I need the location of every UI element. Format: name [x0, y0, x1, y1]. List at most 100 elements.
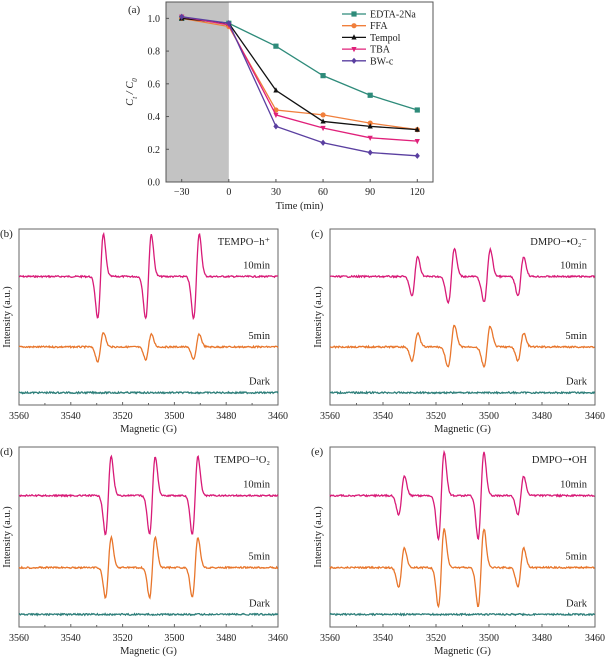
y-axis-label: Intensity (a.u.)	[2, 506, 13, 568]
x-tick-label: 3460	[268, 633, 288, 644]
legend-entry: FFA	[342, 21, 388, 32]
panel-c: (c) 3560 3540 3520 3500 3480 3460 Magnetic (G) I…	[311, 228, 605, 435]
panel-label: (d)	[0, 446, 13, 458]
legend-marker	[351, 57, 357, 64]
data-point	[414, 107, 420, 113]
panel-b: (b) 3560 3540 3520 3500 3480 3460 Magnetic (G) I…	[0, 228, 288, 435]
legend-label: Tempol	[370, 33, 401, 44]
x-tick-label: 120	[410, 187, 425, 198]
plot-frame	[165, 1, 434, 183]
x-axis-label: Magnetic (G)	[120, 424, 177, 435]
legend-label: TBA	[370, 45, 391, 56]
data-point	[320, 73, 326, 79]
trace-label: Dark	[566, 598, 588, 609]
series-line	[181, 17, 418, 131]
data-point	[320, 112, 326, 118]
legend-label: FFA	[370, 21, 388, 32]
y-tick-label: 1.0	[148, 14, 161, 25]
data-point	[414, 126, 420, 132]
x-tick-label: 3540	[61, 633, 81, 644]
y-axis-label: Ct / C0	[125, 78, 139, 106]
data-point	[179, 13, 185, 20]
panel-label: (b)	[0, 228, 13, 240]
panel-a: (a) −30 0 30 60 90 120 0.0 0.2 0.4 0.6 0.8 1.0 Time (…	[125, 1, 434, 212]
data-point	[320, 118, 326, 124]
species-annotation: TEMPO−h⁺	[218, 237, 270, 248]
spectrum-5min	[329, 528, 595, 609]
x-tick-label: 3460	[585, 411, 605, 422]
trace-label: Dark	[566, 377, 588, 388]
series-line	[181, 16, 418, 142]
legend-entry: Tempol	[342, 33, 401, 44]
species-annotation: DMPO−•O₂⁻	[530, 237, 587, 248]
trace-label: 5min	[565, 552, 587, 563]
spectrum-10min	[329, 449, 595, 542]
legend-label: BW-c	[370, 56, 394, 67]
y-axis-label: Intensity (a.u.)	[313, 286, 324, 348]
trace-label: Dark	[249, 598, 271, 609]
x-tick-label: 3480	[216, 411, 236, 422]
data-point	[414, 138, 420, 145]
y-tick-label: 0.2	[148, 145, 161, 156]
legend-entry: EDTA-2Na	[342, 10, 416, 21]
data-point	[273, 87, 279, 93]
data-point	[414, 152, 420, 159]
species-annotation: DMPO−•OH	[532, 455, 588, 466]
x-tick-label: 90	[365, 187, 375, 198]
spectrum-5min	[329, 324, 595, 369]
trace-label: 5min	[565, 331, 587, 342]
plot-frame	[18, 228, 279, 406]
panel-label: (e)	[311, 446, 324, 458]
trace-label: 5min	[248, 331, 270, 342]
data-point	[226, 20, 232, 27]
dark-region	[166, 2, 229, 182]
x-tick-label: 3480	[532, 633, 552, 644]
x-tick-label: 3500	[479, 411, 499, 422]
x-tick-label: 3480	[216, 633, 236, 644]
trace-label: 10min	[560, 261, 588, 272]
species-annotation: TEMPO−¹O₂	[214, 455, 270, 466]
spectrum-5min	[18, 332, 279, 363]
x-tick-label: 3500	[164, 411, 184, 422]
x-tick-label: −30	[174, 187, 190, 198]
spectrum-dark	[329, 612, 596, 617]
x-tick-label: 3560	[320, 633, 340, 644]
trace-label: 10min	[243, 480, 271, 491]
data-point	[273, 112, 279, 119]
x-tick-label: 0	[226, 187, 231, 198]
plot-frame	[329, 228, 596, 406]
spectrum-5min	[18, 534, 279, 600]
x-tick-label: 3520	[426, 411, 446, 422]
panel-e: (e) 3560 3540 3520 3500 3480 3460 Magnetic (G) I…	[311, 446, 605, 657]
legend-label: EDTA-2Na	[370, 10, 416, 21]
x-tick-label: 3500	[164, 633, 184, 644]
x-axis-label: Time (min)	[276, 201, 324, 212]
trace-label: 5min	[248, 552, 270, 563]
panel-d: (d) 3560 3540 3520 3500 3480 3460 Magnetic (G) I…	[0, 446, 288, 657]
data-point	[367, 149, 373, 156]
x-tick-label: 3540	[373, 633, 393, 644]
data-point	[273, 123, 279, 130]
y-tick-label: 0.8	[148, 47, 161, 58]
series-bw-c	[179, 13, 420, 159]
legend-marker	[351, 47, 357, 53]
spectrum-dark	[18, 612, 279, 617]
y-tick-label: 0.4	[148, 112, 161, 123]
x-tick-label: 3560	[320, 411, 340, 422]
x-tick-label: 3480	[532, 411, 552, 422]
panel-label: (c)	[311, 228, 324, 240]
legend-entry: BW-c	[342, 56, 394, 67]
legend-marker	[351, 11, 357, 17]
plot-frame	[18, 446, 279, 628]
data-point	[367, 123, 373, 129]
data-point	[367, 135, 373, 141]
spectrum-10min	[18, 454, 279, 536]
spectrum-dark	[329, 390, 596, 395]
x-tick-label: 3520	[113, 411, 133, 422]
spectrum-10min	[18, 231, 278, 321]
panel-label-a: (a)	[128, 4, 141, 16]
legend-entry: TBA	[342, 45, 391, 56]
x-tick-label: 30	[271, 187, 281, 198]
trace-label: 10min	[243, 261, 271, 272]
